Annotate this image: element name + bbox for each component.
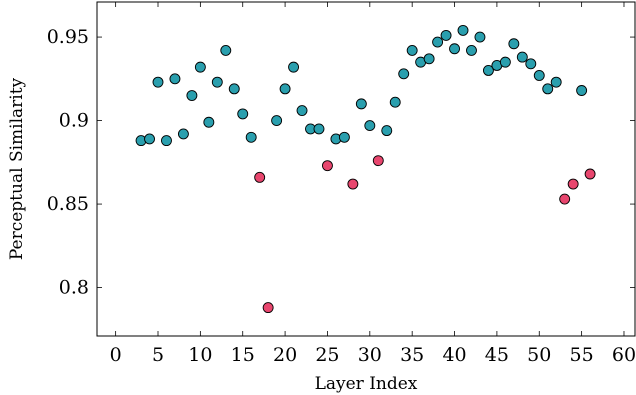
data-point-pink — [347, 178, 359, 190]
data-point-teal — [355, 98, 367, 110]
data-point-teal — [144, 133, 155, 145]
y-tick-label: 0.8 — [59, 277, 89, 299]
x-axis-ticks: 0 5 10 15 20 25 30 35 40 45 50 55 60 — [110, 2, 636, 366]
x-tick-label: 50 — [527, 344, 551, 366]
data-point-pink — [372, 155, 384, 167]
data-point-teal — [474, 31, 486, 43]
data-point-teal — [381, 125, 393, 137]
data-point-pink — [567, 178, 579, 190]
x-tick-label: 15 — [231, 344, 255, 366]
x-tick-label: 10 — [188, 344, 212, 366]
data-point-teal — [466, 44, 477, 56]
data-point-pink — [254, 171, 266, 183]
x-tick-label: 55 — [570, 344, 594, 366]
plot-area-frame — [96, 1, 636, 337]
data-point-teal — [296, 105, 308, 117]
x-tick-label: 20 — [273, 344, 297, 366]
data-point-teal — [398, 68, 410, 80]
data-point-teal — [161, 135, 172, 147]
data-point-teal — [203, 116, 215, 128]
x-tick-label: 40 — [442, 344, 466, 366]
data-point-teal — [220, 44, 232, 56]
data-point-teal — [550, 76, 562, 88]
x-tick-label: 45 — [485, 344, 509, 366]
y-tick-label: 0.9 — [59, 110, 89, 132]
data-point-teal — [177, 128, 189, 140]
data-point-teal — [152, 76, 164, 88]
y-tick-label: 0.95 — [47, 26, 89, 48]
data-point-teal — [245, 131, 257, 143]
data-point-teal — [457, 24, 469, 36]
data-point-pink — [584, 168, 596, 180]
data-point-teal — [533, 70, 545, 81]
data-point-teal — [499, 56, 511, 68]
data-point-teal — [186, 90, 198, 101]
x-tick-label: 30 — [358, 344, 382, 366]
data-point-teal — [288, 61, 300, 73]
y-tick-label: 0.85 — [47, 193, 89, 215]
data-point-teal — [271, 115, 283, 127]
x-tick-label: 60 — [612, 344, 636, 366]
data-point-teal — [389, 96, 401, 108]
data-point-teal — [364, 120, 376, 132]
data-point-teal — [423, 53, 435, 65]
data-point-teal — [406, 44, 418, 56]
data-point-teal — [449, 43, 460, 55]
x-tick-label: 35 — [400, 344, 424, 366]
data-point-pink — [262, 302, 274, 314]
x-axis-label: Layer Index — [315, 374, 418, 394]
data-point-teal — [576, 85, 588, 96]
x-tick-label: 25 — [315, 344, 339, 366]
data-point-teal — [338, 131, 350, 143]
data-point-teal — [313, 123, 325, 135]
data-point-teal — [169, 73, 181, 85]
data-point-teal — [525, 58, 537, 70]
data-point-teal — [482, 65, 494, 76]
data-point-teal — [432, 36, 444, 48]
x-tick-label: 0 — [110, 344, 122, 366]
data-point-teal — [279, 83, 291, 95]
data-point-teal — [542, 83, 554, 95]
data-point-teal — [440, 29, 452, 41]
data-points — [135, 24, 596, 314]
x-tick-label: 5 — [152, 344, 164, 366]
data-point-pink — [559, 193, 571, 205]
data-point-teal — [194, 61, 206, 73]
y-axis-label: Perceptual Similarity — [7, 77, 27, 260]
data-point-teal — [516, 51, 528, 63]
data-point-teal — [508, 38, 520, 50]
data-point-teal — [211, 76, 223, 88]
data-point-pink — [322, 160, 333, 172]
data-point-teal — [228, 83, 240, 95]
data-point-teal — [237, 108, 249, 120]
y-axis-ticks: 0.8 0.85 0.9 0.95 — [47, 26, 635, 299]
